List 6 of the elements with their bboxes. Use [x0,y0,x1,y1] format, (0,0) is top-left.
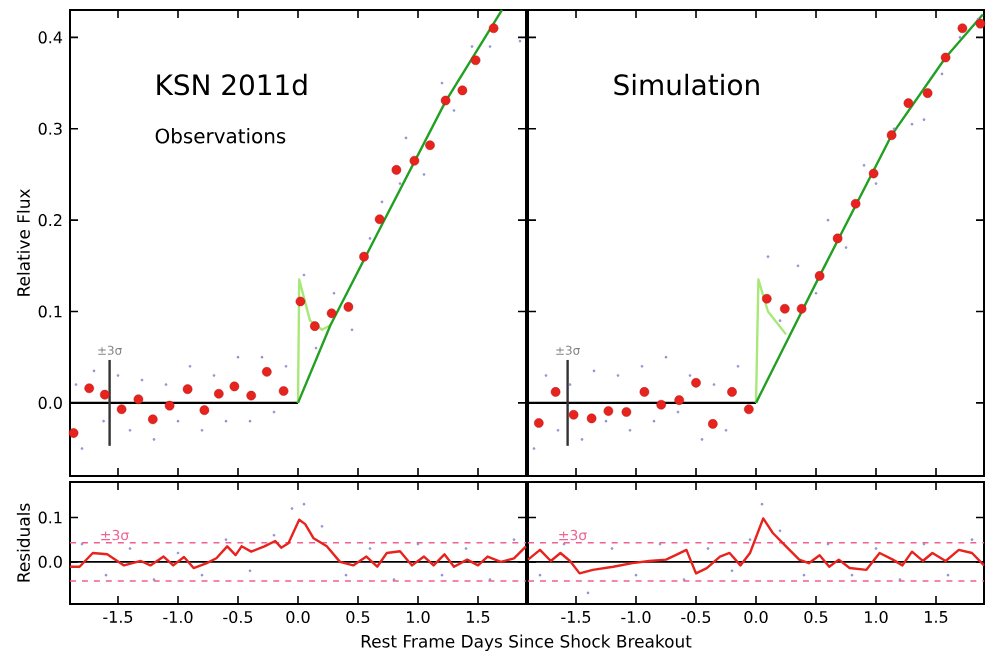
y-axis-title: Residuals [16,503,30,582]
text: Simulation [614,73,759,96]
text: Observations [155,128,286,144]
x-axis-title: Rest Frame Days Since Shock Breakout [361,634,692,651]
y-axis-title: Relative Flux [16,189,30,296]
text: KSN 2011d [157,73,307,96]
